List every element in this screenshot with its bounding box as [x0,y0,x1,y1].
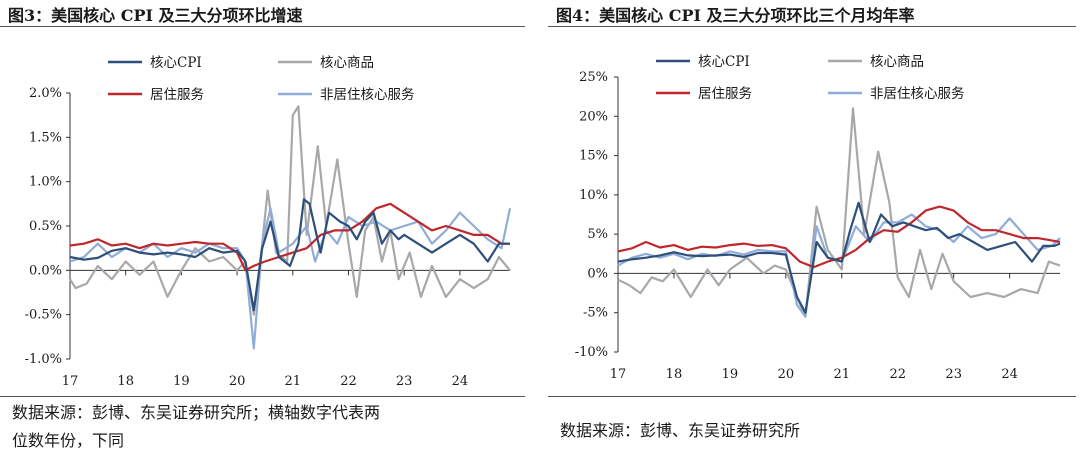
x-tick-label: 24 [452,374,469,389]
legend-label: 居住服务 [150,87,204,103]
chart-title: 图4：美国核心 CPI 及三大分项环比三个月均年率 [556,6,915,25]
line-chart-3m-annualized: -10% -5% 0% 5% 10% 15% 20% 25% 17 18 19 20 21 22 23 24 核… [575,54,1061,382]
y-tick-label: 20% [579,109,608,124]
x-tick-label: 18 [117,374,134,389]
source-divider [0,396,525,397]
x-tick-label: 20 [229,374,246,389]
source-note: 数据来源：彭博、东吴证券研究所；横轴数字代表两 位数年份，下同 [12,399,380,455]
legend-label: 居住服务 [698,86,752,102]
title-divider [548,26,1076,27]
y-tick-label: 25% [579,70,608,85]
x-tick-label: 22 [889,367,906,382]
y-tick-label: -5% [583,306,608,321]
legend-label: 核心商品 [320,55,374,71]
y-tick-label: 1.0% [29,175,62,190]
x-tick-label: 21 [285,374,302,389]
y-tick-label: 0% [587,266,608,281]
x-tick-label: 22 [340,374,357,389]
y-tick-label: 0.5% [29,219,62,234]
y-tick-label: 5% [587,227,608,242]
chart-panel-right: 图4：美国核心 CPI 及三大分项环比三个月均年率 -10% -5% 0% 5% 10%… [548,0,1080,459]
y-tick-label: 2.0% [29,86,62,101]
x-tick-label: 21 [834,367,851,382]
x-tick-label: 23 [945,367,962,382]
legend-label: 非居住核心服务 [320,87,415,103]
series-line-1 [617,107,1061,318]
source-line-1: 数据来源：彭博、东吴证券研究所；横轴数字代表两 [12,403,381,422]
source-divider [548,396,1076,397]
x-tick-label: 19 [722,367,739,382]
x-tick-label: 17 [62,374,79,389]
title-divider [0,26,525,27]
source-note: 数据来源：彭博、东吴证券研究所 [560,417,800,445]
legend-label: 核心CPI [698,54,750,70]
chart-panel-left: 图3：美国核心 CPI 及三大分项环比增速 -1.0% -0.5% 0.0% 0.5%… [0,0,530,459]
series-line-0 [617,201,1061,314]
legend-label: 非居住核心服务 [870,86,965,102]
x-tick-label: 17 [610,367,627,382]
y-tick-label: 10% [579,188,608,203]
x-tick-label: 24 [1001,367,1018,382]
x-tick-label: 20 [778,367,795,382]
source-line-1: 数据来源：彭博、东吴证券研究所 [560,421,801,440]
y-tick-label: 1.5% [29,130,62,145]
chart-title: 图3：美国核心 CPI 及三大分项环比增速 [8,6,303,25]
legend-label: 核心商品 [870,54,924,70]
y-tick-label: 15% [579,149,608,164]
line-chart-mom: -1.0% -0.5% 0.0% 0.5% 1.0% 1.5% 2.0% 17 18 19 20 21… [25,55,512,389]
y-tick-label: 0.0% [29,263,62,278]
series-line-2 [69,202,510,272]
y-tick-label: -10% [575,345,608,360]
series-line-0 [69,198,510,312]
y-tick-label: -1.0% [25,352,62,367]
series-line-1 [69,105,511,316]
x-tick-label: 19 [173,374,190,389]
x-tick-label: 18 [666,367,683,382]
series-line-3 [69,207,512,350]
x-tick-label: 23 [396,374,413,389]
source-line-2: 位数年份，下同 [12,431,125,450]
legend-label: 核心CPI [150,55,202,71]
y-tick-label: -0.5% [25,308,62,323]
